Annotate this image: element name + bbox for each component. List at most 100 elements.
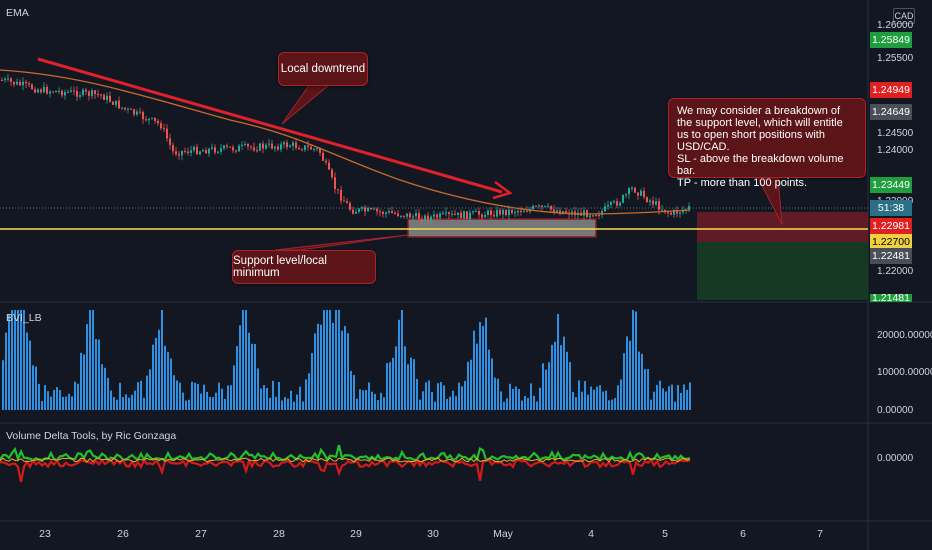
bvi-bar: [362, 390, 364, 410]
candle-body: [7, 78, 9, 80]
price-tag: 1.24649: [870, 104, 912, 120]
bvi-bar: [119, 382, 121, 410]
bvi-bar: [617, 385, 619, 410]
bvi-bar: [302, 401, 304, 410]
candle-body: [142, 112, 144, 120]
candle-body: [667, 212, 669, 214]
trade-idea-callout[interactable]: We may consider a breakdown of the suppo…: [668, 98, 866, 189]
candle-body: [238, 145, 240, 152]
candle-body: [295, 142, 297, 148]
bvi-bar: [332, 322, 334, 410]
candle-body: [397, 213, 399, 217]
candle-body: [364, 207, 366, 212]
candle-body: [235, 150, 237, 152]
candle-body: [313, 148, 315, 150]
bvi-bar: [95, 339, 97, 410]
stop-loss-zone: [697, 212, 868, 242]
candle-body: [373, 208, 375, 210]
candle-body: [430, 216, 432, 221]
bvi-bar: [224, 398, 226, 410]
bvi-bar: [179, 382, 181, 410]
bvi-bar: [509, 383, 511, 410]
candle-body: [613, 201, 615, 203]
bvi-bar: [284, 397, 286, 410]
candle-body: [265, 144, 267, 149]
time-axis-label: 29: [350, 528, 362, 540]
candle-body: [544, 206, 546, 208]
candle-body: [127, 108, 129, 110]
support-callout[interactable]: Support level/local minimum: [232, 250, 376, 284]
bvi-bar: [413, 359, 415, 410]
candle-body: [439, 213, 441, 218]
candle-body: [100, 94, 102, 96]
price-tag: 1.22481: [870, 248, 912, 264]
bvi-bar: [683, 384, 685, 410]
bvi-bar: [419, 399, 421, 410]
bvi-bar: [215, 392, 217, 410]
candle-body: [52, 91, 54, 93]
bvi-bar: [497, 378, 499, 410]
candle-body: [565, 211, 567, 213]
candle-body: [559, 210, 561, 215]
candle-body: [418, 213, 420, 220]
candle-body: [256, 150, 258, 152]
time-axis-label: 26: [117, 528, 129, 540]
candle-body: [499, 209, 501, 215]
currency-button[interactable]: CAD: [893, 8, 915, 24]
candle-body: [370, 208, 372, 210]
bvi-bar: [323, 310, 325, 410]
time-axis-label: 30: [427, 528, 439, 540]
bvi-bar: [113, 397, 115, 410]
bvi-bar: [602, 391, 604, 410]
bvi-bar: [11, 310, 13, 410]
bvi-bar: [404, 346, 406, 410]
candle-body: [274, 146, 276, 149]
candle-body: [136, 111, 138, 115]
bvi-bar: [209, 396, 211, 410]
support-callout-text: Support level/local minimum: [233, 255, 327, 279]
candle-body: [154, 117, 156, 121]
candle-body: [139, 111, 141, 113]
downtrend-callout[interactable]: Local downtrend: [278, 52, 368, 86]
candle-body: [13, 81, 15, 85]
bvi-bar: [263, 385, 265, 410]
candle-body: [34, 89, 36, 93]
main-indicator-title[interactable]: EMA: [6, 7, 29, 19]
bvi-bar: [20, 310, 22, 410]
bvi-bar: [59, 390, 61, 410]
candle-body: [286, 142, 288, 148]
trade-idea-line: SL - above the breakdown volume bar.: [677, 153, 844, 177]
bvi-bar: [98, 339, 100, 410]
bvi-bar: [563, 336, 565, 410]
candle-body: [358, 208, 360, 212]
bvi-bar: [338, 310, 340, 410]
candle-body: [454, 213, 456, 215]
bvi-bar: [134, 390, 136, 410]
candle-body: [682, 209, 684, 213]
bvi-bar: [353, 375, 355, 410]
candle-body: [334, 177, 336, 190]
bvi-bar: [536, 401, 538, 410]
candle-body: [271, 143, 273, 149]
candle-body: [187, 151, 189, 153]
bvi-bar: [221, 388, 223, 410]
bvi-bar: [587, 394, 589, 410]
bvi-bar: [464, 380, 466, 410]
bvi-bar: [320, 324, 322, 410]
bvi-bar: [203, 384, 205, 410]
bvi-bar: [677, 385, 679, 410]
candle-body: [223, 145, 225, 149]
bvi-indicator-title[interactable]: BVI_LB: [6, 312, 42, 324]
bvi-bar: [299, 386, 301, 410]
candle-body: [124, 107, 126, 110]
bvi-bar: [92, 310, 94, 410]
candle-body: [316, 148, 318, 150]
bvi-bar: [374, 393, 376, 410]
candle-body: [145, 119, 147, 121]
bvi-bar: [335, 310, 337, 410]
candle-body: [625, 194, 627, 196]
bvi-bar: [512, 388, 514, 410]
candle-body: [151, 117, 153, 119]
vdt-indicator-title[interactable]: Volume Delta Tools, by Ric Gonzaga: [6, 430, 177, 442]
